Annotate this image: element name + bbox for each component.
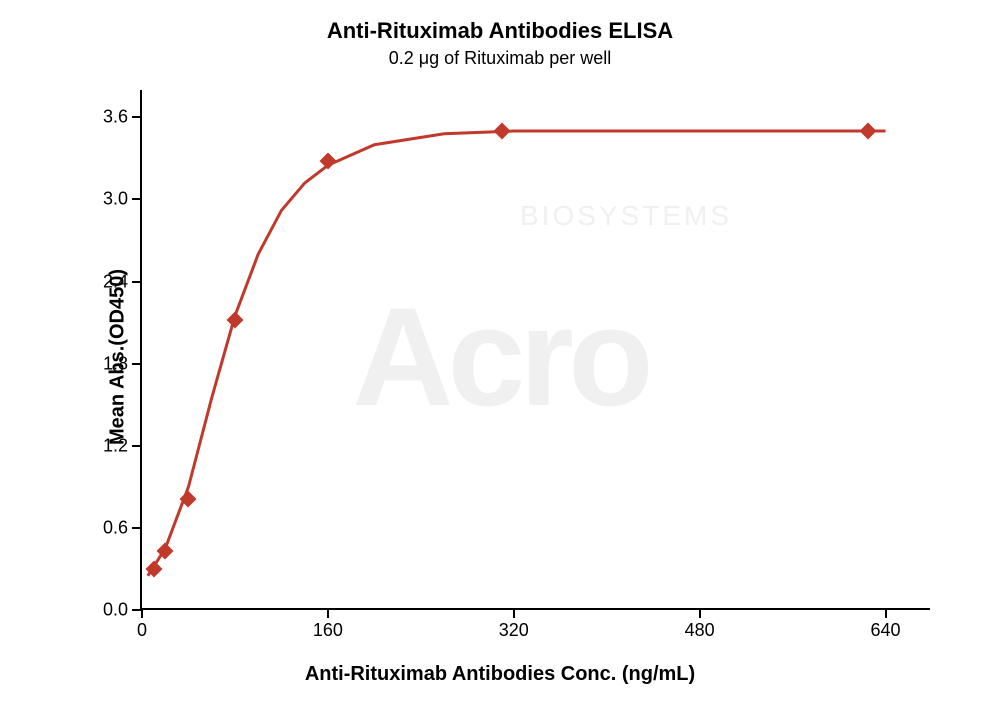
y-tick <box>132 281 142 283</box>
x-tick-label: 640 <box>870 620 900 641</box>
y-tick-label: 0.0 <box>103 600 128 621</box>
y-tick-label: 3.0 <box>103 189 128 210</box>
y-tick <box>132 116 142 118</box>
y-tick <box>132 363 142 365</box>
title-block: Anti-Rituximab Antibodies ELISA 0.2 μg o… <box>0 18 1000 69</box>
fit-curve <box>142 90 930 608</box>
x-tick-label: 480 <box>685 620 715 641</box>
y-tick <box>132 527 142 529</box>
chart-title: Anti-Rituximab Antibodies ELISA <box>0 18 1000 44</box>
x-tick <box>699 608 701 618</box>
x-tick-label: 0 <box>137 620 147 641</box>
x-tick-label: 160 <box>313 620 343 641</box>
y-tick <box>132 445 142 447</box>
x-tick <box>141 608 143 618</box>
x-tick <box>885 608 887 618</box>
chart-subtitle: 0.2 μg of Rituximab per well <box>0 48 1000 69</box>
y-tick-label: 3.6 <box>103 107 128 128</box>
y-tick-label: 1.8 <box>103 353 128 374</box>
y-tick-label: 1.2 <box>103 435 128 456</box>
x-tick <box>327 608 329 618</box>
y-tick <box>132 198 142 200</box>
x-axis-label: Anti-Rituximab Antibodies Conc. (ng/mL) <box>0 663 1000 686</box>
x-tick-label: 320 <box>499 620 529 641</box>
plot-area: 0.00.61.21.82.43.03.60160320480640 <box>140 90 930 610</box>
y-tick-label: 0.6 <box>103 517 128 538</box>
x-tick <box>513 608 515 618</box>
y-tick-label: 2.4 <box>103 271 128 292</box>
